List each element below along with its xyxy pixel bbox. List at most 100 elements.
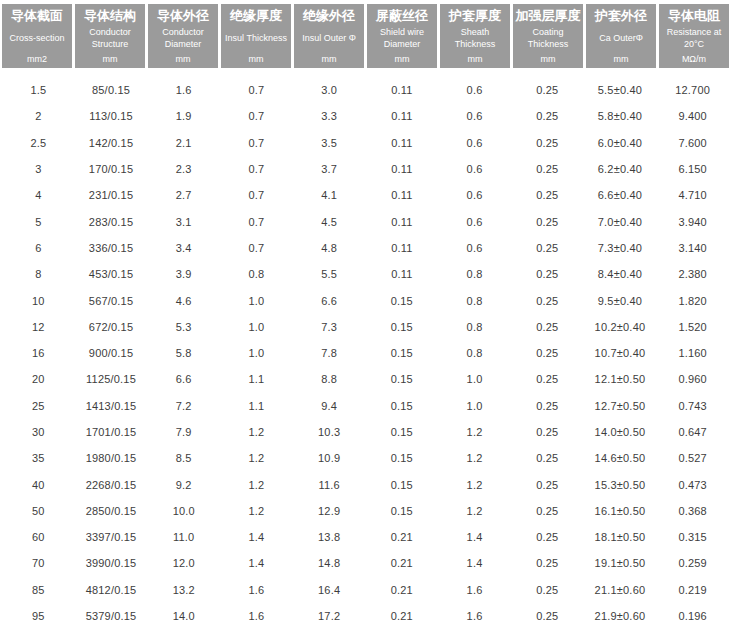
table-cell: 0.8 bbox=[438, 314, 511, 340]
table-cell: 0.15 bbox=[365, 287, 438, 313]
table-cell: 1.4 bbox=[220, 550, 293, 576]
column-title-en: Ca OuterΦ bbox=[599, 23, 643, 55]
table-cell: 12.700 bbox=[656, 77, 729, 103]
table-row: 8453/0.153.90.85.50.110.80.258.4±0.402.3… bbox=[2, 261, 729, 287]
column-unit: mm bbox=[176, 55, 191, 64]
table-cell: 0.15 bbox=[365, 419, 438, 445]
table-cell: 7.8 bbox=[293, 340, 366, 366]
table-cell: 170/0.15 bbox=[75, 156, 148, 182]
table-row: 251413/0.157.21.19.40.151.00.2512.7±0.50… bbox=[2, 393, 729, 419]
table-header-row: 导体截面Cross-sectionmm2导体结构Conductor Struct… bbox=[2, 4, 729, 68]
table-cell: 0.25 bbox=[511, 393, 584, 419]
table-cell: 0.527 bbox=[656, 445, 729, 471]
table-cell: 2850/0.15 bbox=[75, 498, 148, 524]
table-cell: 0.11 bbox=[365, 130, 438, 156]
table-cell: 0.7 bbox=[220, 182, 293, 208]
table-row: 2113/0.151.90.73.30.110.60.255.8±0.409.4… bbox=[2, 103, 729, 129]
table-row: 854812/0.1513.21.616.40.211.60.2521.1±0.… bbox=[2, 577, 729, 603]
table-cell: 16 bbox=[2, 340, 75, 366]
table-cell: 0.7 bbox=[220, 103, 293, 129]
column-title-zh: 加强层厚度 bbox=[516, 9, 581, 23]
table-cell: 16.4 bbox=[293, 577, 366, 603]
table-cell: 1.2 bbox=[438, 471, 511, 497]
table-cell: 0.25 bbox=[511, 235, 584, 261]
table-cell: 1.6 bbox=[438, 603, 511, 629]
table-cell: 10.9 bbox=[293, 445, 366, 471]
column-header-conductor-diameter: 导体外径Conductor Diametermm bbox=[148, 4, 218, 68]
table-cell: 0.11 bbox=[365, 208, 438, 234]
table-cell: 2.1 bbox=[147, 130, 220, 156]
table-cell: 6 bbox=[2, 235, 75, 261]
table-cell: 8.8 bbox=[293, 366, 366, 392]
table-cell: 1.6 bbox=[220, 603, 293, 629]
table-row: 955379/0.1514.01.617.20.211.60.2521.9±0.… bbox=[2, 603, 729, 629]
table-cell: 113/0.15 bbox=[75, 103, 148, 129]
table-cell: 4.5 bbox=[293, 208, 366, 234]
table-cell: 1.2 bbox=[438, 419, 511, 445]
table-cell: 7.600 bbox=[656, 130, 729, 156]
table-cell: 15.3±0.50 bbox=[584, 471, 657, 497]
table-cell: 0.196 bbox=[656, 603, 729, 629]
table-cell: 672/0.15 bbox=[75, 314, 148, 340]
table-cell: 0.25 bbox=[511, 261, 584, 287]
table-cell: 3.140 bbox=[656, 235, 729, 261]
table-cell: 11.0 bbox=[147, 524, 220, 550]
table-cell: 5 bbox=[2, 208, 75, 234]
table-cell: 1.2 bbox=[220, 419, 293, 445]
table-cell: 336/0.15 bbox=[75, 235, 148, 261]
table-cell: 0.25 bbox=[511, 130, 584, 156]
table-cell: 4.710 bbox=[656, 182, 729, 208]
table-cell: 9.400 bbox=[656, 103, 729, 129]
table-cell: 0.6 bbox=[438, 235, 511, 261]
table-cell: 0.11 bbox=[365, 156, 438, 182]
table-cell: 0.21 bbox=[365, 550, 438, 576]
table-cell: 1.2 bbox=[220, 445, 293, 471]
table-cell: 2.7 bbox=[147, 182, 220, 208]
table-cell: 4.8 bbox=[293, 235, 366, 261]
table-cell: 1.1 bbox=[220, 393, 293, 419]
table-cell: 70 bbox=[2, 550, 75, 576]
table-cell: 0.15 bbox=[365, 340, 438, 366]
column-title-zh: 护套外径 bbox=[595, 9, 647, 23]
table-cell: 0.25 bbox=[511, 314, 584, 340]
table-cell: 5.5±0.40 bbox=[584, 77, 657, 103]
column-header-coating-thickness: 加强层厚度Coating Thicknessmm bbox=[513, 4, 583, 68]
table-cell: 900/0.15 bbox=[75, 340, 148, 366]
table-cell: 0.7 bbox=[220, 208, 293, 234]
table-cell: 0.21 bbox=[365, 603, 438, 629]
table-cell: 6.6 bbox=[147, 366, 220, 392]
table-cell: 30 bbox=[2, 419, 75, 445]
table-cell: 12 bbox=[2, 314, 75, 340]
column-header-insul-outer: 绝缘外径Insul Outer Φmm bbox=[294, 4, 364, 68]
column-unit: MΩ/m bbox=[682, 55, 706, 64]
table-cell: 0.15 bbox=[365, 314, 438, 340]
column-title-en: Insul Outer Φ bbox=[302, 23, 356, 55]
table-cell: 3.7 bbox=[293, 156, 366, 182]
column-header-cross-section: 导体截面Cross-sectionmm2 bbox=[2, 4, 72, 68]
table-row: 6336/0.153.40.74.80.110.60.257.3±0.403.1… bbox=[2, 235, 729, 261]
table-row: 2.5142/0.152.10.73.50.110.60.256.0±0.407… bbox=[2, 130, 729, 156]
column-header-sheath-thickness: 护套厚度Sheath Thicknessmm bbox=[440, 4, 510, 68]
table-cell: 13.8 bbox=[293, 524, 366, 550]
table-cell: 7.3 bbox=[293, 314, 366, 340]
table-cell: 0.11 bbox=[365, 77, 438, 103]
table-cell: 9.4 bbox=[293, 393, 366, 419]
table-cell: 3 bbox=[2, 156, 75, 182]
table-row: 12672/0.155.31.07.30.150.80.2510.2±0.401… bbox=[2, 314, 729, 340]
table-cell: 0.7 bbox=[220, 130, 293, 156]
table-cell: 0.11 bbox=[365, 103, 438, 129]
table-cell: 8.5 bbox=[147, 445, 220, 471]
column-header-shield-wire-diameter: 屏蔽丝径Shield wire Diametermm bbox=[367, 4, 437, 68]
table-cell: 1.5 bbox=[2, 77, 75, 103]
column-unit: mm2 bbox=[27, 55, 47, 64]
table-cell: 1.2 bbox=[438, 445, 511, 471]
table-cell: 0.743 bbox=[656, 393, 729, 419]
table-cell: 1.2 bbox=[220, 498, 293, 524]
table-cell: 1980/0.15 bbox=[75, 445, 148, 471]
table-cell: 1413/0.15 bbox=[75, 393, 148, 419]
table-cell: 3.4 bbox=[147, 235, 220, 261]
table-cell: 6.0±0.40 bbox=[584, 130, 657, 156]
table-cell: 20 bbox=[2, 366, 75, 392]
table-cell: 3.1 bbox=[147, 208, 220, 234]
table-cell: 6.150 bbox=[656, 156, 729, 182]
